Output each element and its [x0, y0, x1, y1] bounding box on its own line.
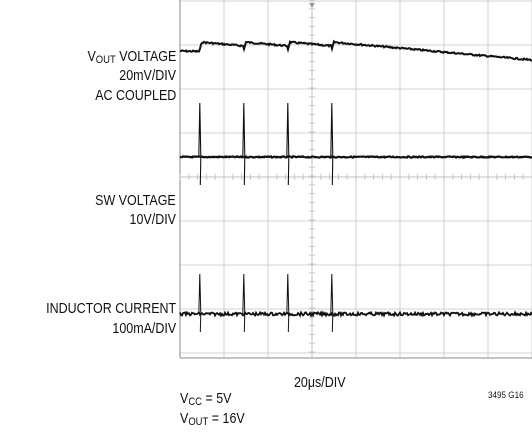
inductor-trace-label: INDUCTOR CURRENT — [45, 301, 176, 317]
inductor-current-spike — [242, 273, 246, 333]
vout-ripple-trace — [179, 39, 532, 62]
timebase-label: 20μs/DIV — [294, 375, 346, 391]
inductor-current-spike — [330, 273, 334, 333]
vout-trace-scale: 20mV/DIV — [119, 68, 176, 84]
inductor-current-trace — [179, 310, 532, 318]
vout-condition: VOUT = 16V — [180, 411, 245, 428]
oscilloscope-grid — [179, 0, 532, 359]
sw-voltage-trace — [179, 154, 532, 160]
sw-voltage-spike — [286, 102, 290, 186]
vcc-condition: VCC = 5V — [180, 391, 232, 408]
inductor-current-spike — [198, 273, 202, 333]
sw-trace-label: SW VOLTAGE — [95, 193, 176, 209]
figure-id: 3495 G16 — [488, 390, 524, 400]
sw-voltage-spike — [330, 102, 334, 186]
sw-voltage-spike — [198, 102, 202, 186]
trigger-marker — [309, 3, 315, 8]
inductor-current-spike — [286, 273, 290, 333]
sw-trace-scale: 10V/DIV — [129, 212, 176, 228]
vout-trace-coupling: AC COUPLED — [94, 88, 176, 104]
sw-voltage-spike — [242, 102, 246, 186]
inductor-trace-scale: 100mA/DIV — [112, 321, 176, 337]
vout-trace-label: VOUT VOLTAGE — [87, 49, 176, 66]
trace-layer — [179, 39, 532, 333]
